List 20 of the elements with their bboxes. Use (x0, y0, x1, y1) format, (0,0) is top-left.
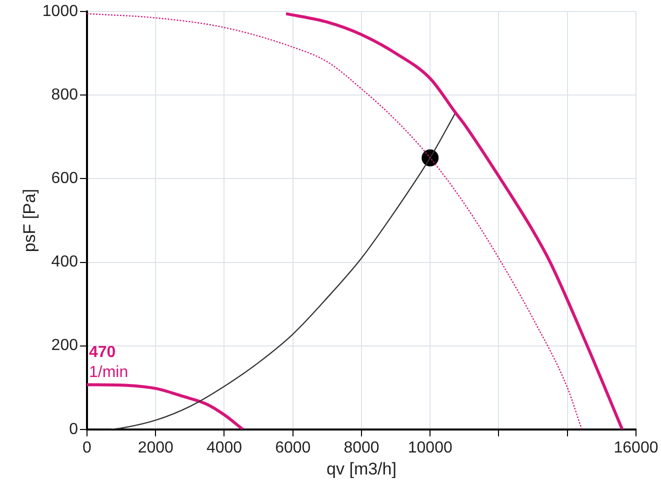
x-axis-title: qv [m3/h] (326, 459, 396, 478)
x-tick-label: 16000 (614, 439, 658, 456)
x-tick-label: 0 (82, 439, 92, 456)
line-series (284, 12, 624, 430)
line-series (86, 383, 244, 430)
x-tick-label: 2000 (138, 439, 174, 456)
y-axis-title: psF [Pa] (20, 188, 39, 252)
x-tick-label: 4000 (206, 439, 242, 456)
line-series (86, 13, 582, 430)
annotation: 470 (88, 344, 116, 362)
y-tick-label: 800 (51, 86, 78, 104)
y-tick-label: 0 (69, 420, 78, 438)
y-tick-label: 200 (51, 337, 78, 354)
x-tick-label: 8000 (344, 439, 380, 456)
y-tick-label: 1000 (42, 3, 78, 20)
y-tick-label: 400 (51, 254, 78, 271)
annotation: 1/min (88, 364, 128, 382)
x-tick-label: 10000 (408, 439, 452, 456)
y-tick-label: 600 (51, 170, 78, 188)
x-tick-label: 6000 (275, 439, 311, 456)
